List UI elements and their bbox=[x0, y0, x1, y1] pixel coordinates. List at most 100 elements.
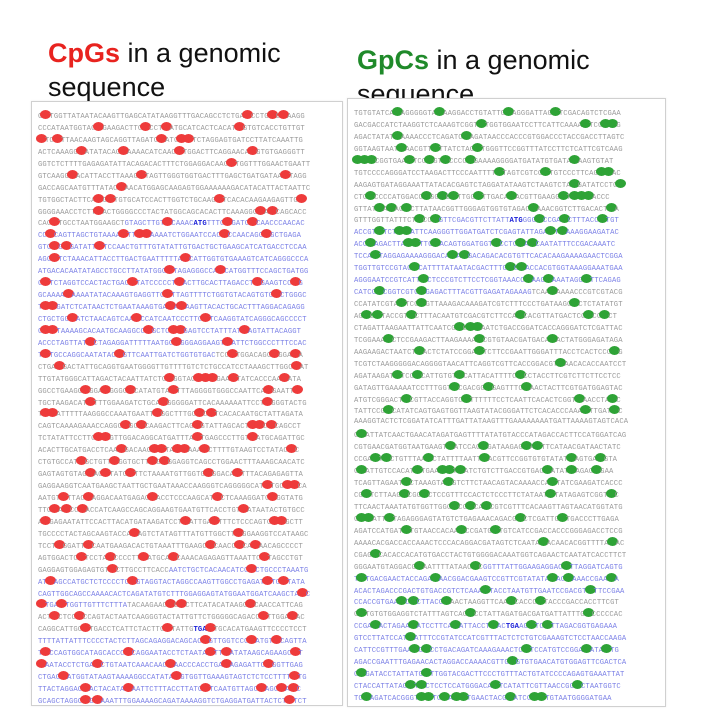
dinucleotide-marker bbox=[222, 336, 234, 346]
sequence-line: CCGATCTGTTTAACTATTTTAATTACGTTCCGGTGTGTAT… bbox=[354, 453, 628, 465]
dinucleotide-marker bbox=[542, 274, 554, 284]
dinucleotide-marker bbox=[489, 524, 501, 534]
dinucleotide-marker bbox=[261, 229, 273, 239]
sequence-line: CC CAGTTAGCTGTAAAA TT AAAATCTGGAATCCAC CCAAC… bbox=[38, 229, 310, 241]
dinucleotide-marker bbox=[605, 489, 617, 498]
cpg-sequence-text: GTGGTTATAATACAAGTTGAGCATATAAGGTTTGACAGCC… bbox=[36, 110, 310, 705]
sequence-line: T ATTTTTAAGGGCCAAATGAATT GGCTTTGC C TCACACAA… bbox=[38, 408, 310, 420]
dinucleotide-marker bbox=[149, 444, 161, 454]
dinucleotide-marker bbox=[279, 169, 291, 179]
dinucleotide-marker bbox=[180, 253, 192, 263]
sequence-line: CTACCATTATAGTCTCCTCCATGGGACATCATATTCGTTA… bbox=[354, 680, 628, 692]
dinucleotide-marker bbox=[382, 405, 394, 415]
sequence-line: TATTCCG CATATCAGTGAGTGGTTAAGTATACGGGATTCT… bbox=[354, 405, 628, 417]
dinucleotide-marker bbox=[583, 190, 595, 200]
sequence-line: CATTGTCCACATTGAATATCTGTCTTGACCGTGACATATA… bbox=[354, 465, 628, 477]
sequence-line: TGGTTGTCCGTAGCATTTTATAATACGACTTTGGACCACG… bbox=[354, 262, 628, 274]
dinucleotide-marker bbox=[36, 599, 47, 609]
dinucleotide-marker bbox=[44, 229, 56, 239]
dinucleotide-marker bbox=[460, 130, 472, 140]
dinucleotide-marker bbox=[605, 572, 617, 582]
dinucleotide-marker bbox=[113, 348, 125, 358]
dinucleotide-marker bbox=[262, 396, 274, 406]
dinucleotide-marker bbox=[482, 381, 494, 391]
dinucleotide-marker bbox=[162, 217, 174, 227]
dinucleotide-marker bbox=[176, 599, 188, 609]
sequence-line: GTGGTTATAATACAAGTTGAGCATATAAGGTTTGACAGCC… bbox=[38, 110, 310, 122]
dinucleotide-marker bbox=[405, 632, 417, 642]
dinucleotide-marker bbox=[122, 683, 134, 692]
dinucleotide-marker bbox=[520, 441, 532, 451]
dinucleotide-marker bbox=[457, 691, 469, 701]
sequence-line: AAGAAGACTAATCTACTCTATCCGGATCTTCCGAATTGGG… bbox=[354, 345, 628, 358]
dinucleotide-marker bbox=[91, 659, 103, 669]
sequence-line: TGTGTATCAAGGGGGTAAAGGACCTGTATTGAGGGATTAG… bbox=[354, 107, 628, 119]
dinucleotide-marker bbox=[156, 444, 168, 454]
dinucleotide-marker bbox=[369, 250, 381, 260]
dinucleotide-marker bbox=[416, 680, 428, 689]
dinucleotide-marker bbox=[239, 324, 251, 334]
dinucleotide-marker bbox=[58, 671, 70, 681]
dinucleotide-marker bbox=[391, 130, 403, 140]
dinucleotide-marker bbox=[472, 190, 484, 200]
dinucleotide-marker bbox=[407, 596, 419, 606]
dinucleotide-marker bbox=[595, 166, 607, 176]
dinucleotide-marker bbox=[233, 121, 245, 131]
dinucleotide-marker bbox=[174, 324, 186, 334]
dinucleotide-marker bbox=[569, 298, 581, 307]
dinucleotide-marker bbox=[40, 277, 52, 287]
dinucleotide-marker bbox=[247, 432, 259, 442]
dinucleotide-marker bbox=[204, 623, 216, 633]
dinucleotide-marker bbox=[416, 691, 428, 701]
dinucleotide-marker bbox=[176, 301, 188, 310]
sequence-line: CGTGAACGATGGTAATGAAGTATCCAGGATAAGAGATTCA… bbox=[354, 441, 628, 453]
dinucleotide-marker bbox=[36, 659, 47, 669]
dinucleotide-marker bbox=[36, 133, 47, 143]
sequence-line: ATAGCCATGCTCTCCCCTCGTAGGTACTAGGCCAAGTTGG… bbox=[38, 575, 310, 588]
dinucleotide-marker bbox=[246, 635, 258, 645]
dinucleotide-marker bbox=[356, 465, 368, 475]
dinucleotide-marker bbox=[40, 110, 52, 119]
dinucleotide-marker bbox=[292, 384, 304, 394]
sequence-line: ACCGT TCT ATTCAAGGGTTGGATGATCTCGAGTATTAGA T… bbox=[354, 226, 628, 238]
sequence-line: AGATAAGATTCCCATTGTGTCATTACATTTTCCCTACCTT… bbox=[354, 369, 628, 382]
dinucleotide-marker bbox=[534, 214, 546, 224]
sequence-line: AATACCTCTGA CTGTAATCAAACAAC AACCCACCTGA AGA… bbox=[36, 659, 310, 671]
dinucleotide-marker bbox=[84, 336, 96, 346]
dinucleotide-marker bbox=[222, 217, 234, 227]
sequence-line: AGAGAATATTCCACTTACATGATAAGATCCTATTGATTTC… bbox=[38, 515, 310, 528]
dinucleotide-marker bbox=[464, 154, 476, 164]
dinucleotide-marker bbox=[200, 683, 212, 692]
dinucleotide-marker bbox=[541, 465, 553, 475]
sequence-line: AATGTTTACAGGACAATGAGAGACCTCCCAAGCATCTCAA… bbox=[38, 492, 310, 504]
dinucleotide-marker bbox=[456, 524, 468, 534]
dinucleotide-marker bbox=[356, 668, 368, 678]
start-codon: ATG bbox=[193, 220, 207, 229]
sequence-line: CAGTCAAAAGAAACCAGGC GC CAAGACTTCAG GTATTAGC… bbox=[38, 420, 310, 432]
dinucleotide-marker bbox=[527, 202, 539, 212]
dinucleotide-marker bbox=[160, 121, 172, 131]
sequence-line: TCTTAACAAGTAGCAGGTTAGATCATCTCTAGGAGTGATC… bbox=[36, 133, 310, 146]
dinucleotide-marker bbox=[383, 512, 395, 522]
dinucleotide-marker bbox=[173, 277, 185, 287]
dinucleotide-marker bbox=[490, 238, 502, 248]
dinucleotide-marker bbox=[423, 453, 435, 463]
sequence-line: TGTCCCCAGGGATCCTAAGACTTCCCAATTTT TAGTCGTC… bbox=[354, 166, 628, 179]
dinucleotide-marker bbox=[615, 178, 627, 188]
sequence-line: CGAG CACACCACATGTGACCTACTGTGGGGACAAATGGTC… bbox=[354, 548, 628, 561]
dinucleotide-marker bbox=[47, 324, 59, 334]
dinucleotide-marker bbox=[267, 492, 279, 501]
dinucleotide-marker bbox=[265, 420, 277, 430]
dinucleotide-marker bbox=[204, 539, 216, 549]
dinucleotide-marker bbox=[385, 202, 397, 212]
dinucleotide-marker bbox=[247, 217, 259, 227]
dinucleotide-marker bbox=[125, 468, 137, 478]
dinucleotide-marker bbox=[218, 229, 230, 239]
dinucleotide-marker bbox=[233, 527, 245, 537]
dinucleotide-marker bbox=[194, 408, 206, 418]
dinucleotide-marker bbox=[147, 456, 159, 466]
dinucleotide-marker bbox=[278, 575, 290, 585]
cpg-title-line2: sequence bbox=[48, 72, 166, 102]
dinucleotide-marker bbox=[127, 575, 139, 585]
dinucleotide-marker bbox=[429, 214, 441, 224]
